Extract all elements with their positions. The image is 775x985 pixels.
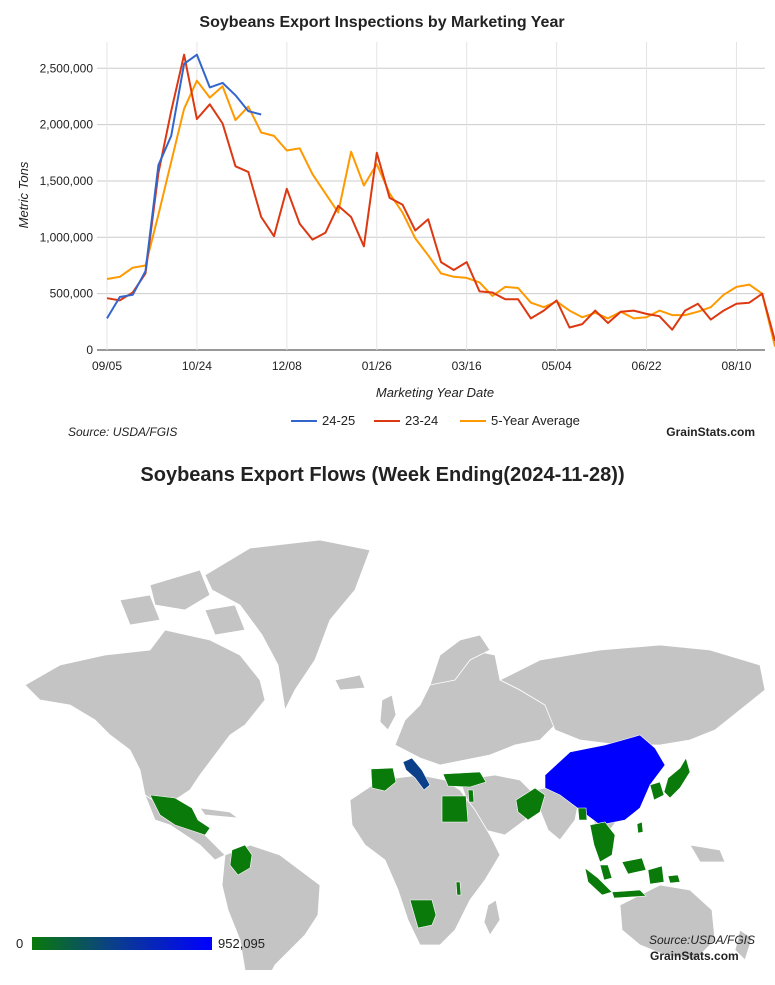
region-namibia bbox=[409, 899, 437, 929]
chart-legend: 24-25 23-24 5-Year Average bbox=[291, 413, 580, 428]
export-inspections-chart: Soybeans Export Inspections by Marketing… bbox=[16, 14, 775, 439]
y-tick-label: 1,500,000 bbox=[40, 174, 94, 188]
region-colombia bbox=[229, 844, 253, 876]
great-britain bbox=[379, 694, 397, 731]
x-tick-label: 06/22 bbox=[632, 359, 662, 373]
scandinavia bbox=[429, 634, 491, 686]
x-tick-label: 05/04 bbox=[542, 359, 572, 373]
y-axis-ticks: 0 500,000 1,000,000 1,500,000 2,000,000 2,500… bbox=[40, 61, 94, 357]
color-scale-bar bbox=[32, 937, 212, 950]
y-tick-label: 500,000 bbox=[50, 287, 94, 301]
canadian-arctic-islands bbox=[119, 569, 246, 636]
chart-grid bbox=[97, 42, 765, 351]
madagascar bbox=[483, 899, 501, 936]
region-egypt bbox=[441, 795, 469, 823]
x-axis-label: Marketing Year Date bbox=[376, 385, 494, 400]
y-tick-label: 0 bbox=[86, 343, 93, 357]
x-axis-ticks: 09/05 10/24 12/08 01/26 03/16 05/04 06/22 08/10 bbox=[92, 359, 752, 373]
x-tick-label: 12/08 bbox=[272, 359, 302, 373]
region-malaysia bbox=[599, 857, 647, 881]
y-tick-label: 1,000,000 bbox=[40, 230, 94, 244]
north-america bbox=[24, 629, 266, 821]
x-tick-label: 08/10 bbox=[721, 359, 751, 373]
cuba bbox=[199, 807, 240, 819]
greenland bbox=[204, 539, 371, 712]
map-source: Source:USDA/FGIS bbox=[648, 933, 755, 947]
export-flows-map-section: Soybeans Export Flows (Week Ending(2024-… bbox=[0, 450, 775, 985]
chart-series bbox=[106, 53, 775, 347]
region-israel bbox=[467, 789, 475, 803]
highlighted-countries bbox=[149, 734, 691, 929]
south-america bbox=[221, 844, 321, 970]
map-brand: GrainStats.com bbox=[650, 949, 739, 963]
legend-label: 5-Year Average bbox=[491, 413, 580, 428]
region-spain bbox=[370, 767, 397, 792]
region-mainland-southeast-asia bbox=[589, 821, 616, 863]
y-axis-label: Metric Tons bbox=[16, 161, 31, 228]
new-zealand bbox=[734, 929, 753, 961]
region-mexico bbox=[149, 794, 211, 836]
chart-title: Soybeans Export Inspections by Marketing… bbox=[199, 14, 564, 31]
y-tick-label: 2,500,000 bbox=[40, 61, 94, 75]
series-line-24-25 bbox=[106, 53, 262, 319]
region-indonesia bbox=[584, 865, 681, 899]
region-turkey bbox=[442, 771, 487, 788]
world-map bbox=[24, 539, 766, 970]
color-scale-max: 952,095 bbox=[218, 936, 265, 951]
series-line-23-24 bbox=[106, 53, 775, 342]
region-italy bbox=[402, 757, 431, 791]
region-japan bbox=[663, 757, 691, 799]
legend-label: 23-24 bbox=[405, 413, 438, 428]
australia bbox=[619, 884, 716, 961]
x-tick-label: 01/26 bbox=[362, 359, 392, 373]
map-title: Soybeans Export Flows (Week Ending(2024-… bbox=[140, 464, 625, 486]
legend-label: 24-25 bbox=[322, 413, 355, 428]
region-malawi bbox=[455, 881, 462, 896]
iceland bbox=[334, 674, 366, 691]
region-bangladesh bbox=[577, 807, 588, 821]
color-scale-min: 0 bbox=[16, 936, 24, 951]
land-masses bbox=[24, 539, 766, 970]
region-china bbox=[544, 734, 666, 826]
x-tick-label: 09/05 bbox=[92, 359, 122, 373]
chart-brand: GrainStats.com bbox=[666, 425, 755, 439]
russia-asia bbox=[499, 644, 766, 746]
series-line-5-year-average bbox=[106, 79, 775, 347]
chart-source: Source: USDA/FGIS bbox=[68, 425, 177, 439]
region-pakistan bbox=[515, 787, 546, 821]
y-tick-label: 2,000,000 bbox=[40, 118, 94, 132]
region-taiwan bbox=[636, 821, 644, 834]
region-korea bbox=[649, 781, 665, 801]
x-tick-label: 10/24 bbox=[182, 359, 212, 373]
x-tick-label: 03/16 bbox=[452, 359, 482, 373]
papua bbox=[689, 844, 726, 863]
